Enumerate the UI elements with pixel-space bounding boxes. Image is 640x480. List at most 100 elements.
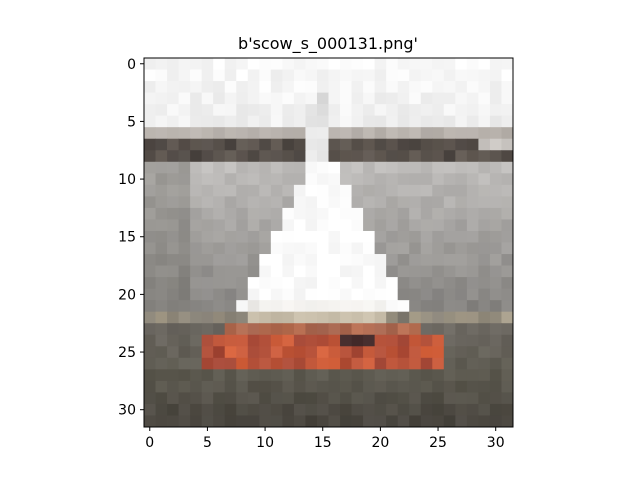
image-pixel: [397, 242, 410, 255]
image-pixel: [432, 69, 445, 82]
image-pixel: [155, 357, 168, 370]
image-pixel: [201, 207, 214, 220]
image-pixel: [305, 127, 318, 140]
image-pixel: [386, 138, 399, 151]
image-pixel: [305, 69, 318, 82]
image-pixel: [466, 92, 479, 105]
image-pixel: [432, 300, 445, 313]
image-pixel: [420, 415, 433, 428]
image-pixel: [363, 265, 376, 278]
image-pixel: [247, 334, 260, 347]
image-pixel: [420, 219, 433, 232]
image-pixel: [247, 92, 260, 105]
image-pixel: [293, 300, 306, 313]
image-pixel: [236, 173, 249, 186]
image-pixel: [144, 242, 156, 255]
image-pixel: [489, 69, 502, 82]
image-pixel: [201, 369, 214, 382]
image-pixel: [420, 69, 433, 82]
image-pixel: [351, 265, 364, 278]
image-pixel: [155, 369, 168, 382]
image-pixel: [397, 334, 410, 347]
image-pixel: [443, 230, 456, 243]
image-pixel: [328, 150, 341, 163]
image-pixel: [293, 104, 306, 117]
image-pixel: [455, 311, 468, 324]
image-pixel: [489, 346, 502, 359]
image-pixel: [489, 104, 502, 117]
image-pixel: [455, 161, 468, 174]
image-pixel: [201, 81, 214, 93]
image-pixel: [386, 265, 399, 278]
image-pixel: [363, 357, 376, 370]
image-pixel: [201, 58, 214, 70]
image-pixel: [386, 161, 399, 174]
image-pixel: [224, 115, 237, 128]
image-pixel: [328, 92, 341, 105]
image-pixel: [236, 357, 249, 370]
image-pixel: [270, 415, 283, 428]
image-pixel: [501, 81, 514, 93]
image-pixel: [178, 81, 191, 93]
image-pixel: [489, 334, 502, 347]
image-pixel: [213, 127, 226, 140]
image-pixel: [409, 242, 422, 255]
image-pixel: [466, 150, 479, 163]
image-pixel: [501, 184, 514, 197]
image-pixel: [432, 369, 445, 382]
image-pixel: [270, 311, 283, 324]
image-pixel: [201, 415, 214, 428]
image-pixel: [386, 300, 399, 313]
image-pixel: [213, 92, 226, 105]
image-pixel: [351, 254, 364, 266]
image-pixel: [178, 184, 191, 197]
image-pixel: [293, 346, 306, 359]
image-pixel: [328, 369, 341, 382]
image-pixel: [466, 346, 479, 359]
image-pixel: [466, 357, 479, 370]
image-pixel: [443, 58, 456, 70]
image-pixel: [386, 230, 399, 243]
image-pixel: [236, 219, 249, 232]
image-pixel: [455, 219, 468, 232]
image-pixel: [466, 415, 479, 428]
image-pixel: [224, 69, 237, 82]
image-pixel: [466, 161, 479, 174]
image-pixel: [455, 392, 468, 405]
image-pixel: [201, 277, 214, 290]
x-tick-label: 0: [145, 435, 154, 451]
image-pixel: [409, 69, 422, 82]
image-pixel: [293, 219, 306, 232]
image-pixel: [224, 230, 237, 243]
image-pixel: [409, 392, 422, 405]
image-pixel: [282, 357, 295, 370]
image-pixel: [478, 392, 491, 405]
image-pixel: [155, 323, 168, 336]
image-pixel: [443, 69, 456, 82]
image-pixel: [270, 207, 283, 220]
image-pixel: [270, 277, 283, 290]
image-pixel: [282, 115, 295, 128]
image-pixel: [178, 346, 191, 359]
image-pixel: [466, 277, 479, 290]
image-pixel: [305, 346, 318, 359]
image-pixel: [282, 415, 295, 428]
image-pixel: [455, 300, 468, 313]
image-pixel: [190, 81, 203, 93]
image-pixel: [501, 196, 514, 209]
image-pixel: [443, 138, 456, 151]
image-pixel: [213, 161, 226, 174]
image-pixel: [351, 242, 364, 255]
image-pixel: [363, 207, 376, 220]
image-pixel: [178, 323, 191, 336]
image-pixel: [316, 380, 329, 393]
image-pixel: [466, 173, 479, 186]
image-pixel: [259, 288, 272, 301]
image-pixel: [293, 380, 306, 393]
image-pixel: [443, 380, 456, 393]
image-pixel: [178, 380, 191, 393]
image-pixel: [190, 184, 203, 197]
image-pixel: [340, 323, 352, 336]
image-pixel: [270, 115, 283, 128]
image-pixel: [328, 173, 341, 186]
